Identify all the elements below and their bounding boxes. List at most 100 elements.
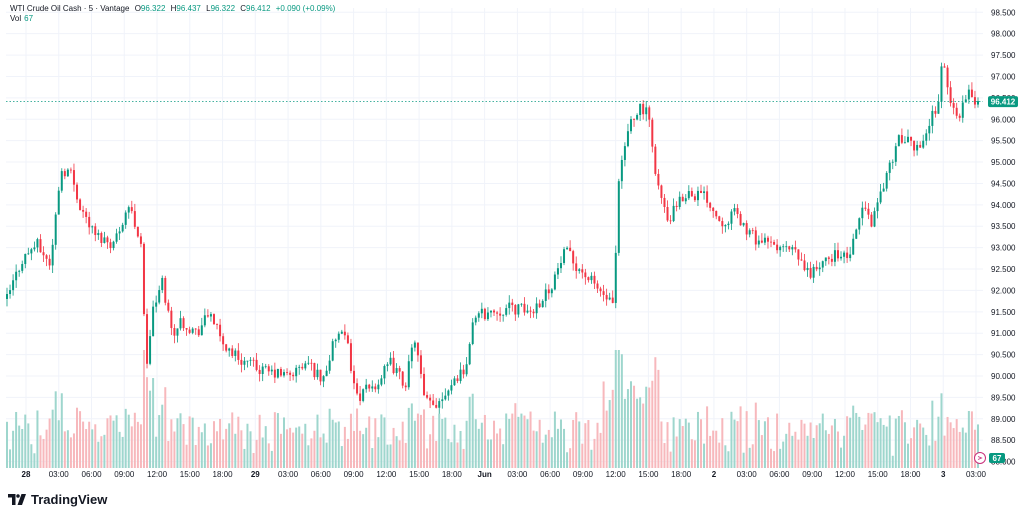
candle: [526, 304, 529, 314]
volume-bar: [550, 437, 553, 468]
candle: [337, 331, 340, 343]
volume-bar: [471, 393, 474, 468]
volume-bar: [371, 448, 374, 468]
volume-bar: [54, 391, 57, 468]
volume-bar: [541, 442, 544, 468]
volume-bar: [149, 390, 152, 468]
volume-bar: [800, 419, 803, 468]
x-tick-label: 15:00: [180, 470, 201, 479]
volume-bar: [596, 422, 599, 468]
volume-bar: [66, 430, 69, 468]
candle: [623, 142, 626, 167]
candle: [30, 247, 33, 261]
candle: [453, 376, 456, 386]
volume-bar: [334, 422, 337, 468]
volume-bar: [949, 422, 952, 468]
volume-bar: [687, 422, 690, 468]
volume-bar: [830, 425, 833, 468]
candle: [258, 365, 261, 382]
candle: [459, 362, 462, 384]
candle: [237, 343, 240, 365]
volume-bar: [365, 427, 368, 468]
volume-bar: [432, 415, 435, 468]
volume-bar: [581, 443, 584, 468]
candle: [69, 167, 72, 174]
x-tick-label: 18:00: [442, 470, 463, 479]
candle: [748, 228, 751, 238]
volume-bar: [733, 419, 736, 468]
tradingview-brand[interactable]: TradingView: [8, 489, 107, 509]
price-axis[interactable]: 98.50098.00097.50097.00096.50096.00095.5…: [991, 8, 1016, 466]
reset-scale-icon[interactable]: [974, 452, 986, 464]
candle: [331, 338, 334, 362]
candle: [325, 365, 328, 377]
candle: [371, 380, 374, 392]
candle: [276, 368, 279, 379]
last-price-label: 96.412: [991, 98, 1016, 107]
volume-bar: [127, 414, 130, 468]
candle: [575, 256, 578, 279]
volume-bar: [693, 440, 696, 468]
candle: [730, 209, 733, 230]
candle: [334, 338, 337, 348]
volume-bar: [313, 430, 316, 468]
candle: [176, 328, 179, 343]
volume-bar: [158, 415, 161, 468]
volume-bar: [973, 429, 976, 468]
candle: [739, 211, 742, 226]
candle: [203, 308, 206, 328]
y-tick-label: 91.500: [991, 308, 1016, 317]
high-value: 96.437: [176, 4, 201, 13]
volume-bar: [267, 443, 270, 468]
volume-bar: [867, 412, 870, 468]
candle: [745, 220, 748, 241]
candle: [502, 314, 505, 322]
candle: [849, 246, 852, 262]
candle: [322, 375, 325, 388]
y-tick-label: 98.500: [991, 8, 1016, 17]
volume-bar: [952, 428, 955, 468]
volume-bar: [922, 427, 925, 468]
candle: [462, 364, 465, 379]
volume-bar: [447, 438, 450, 468]
candle: [286, 368, 289, 376]
candle: [620, 155, 623, 189]
candle: [173, 324, 176, 344]
candle: [130, 200, 133, 214]
volume-bar: [435, 440, 438, 468]
volume-bar: [270, 450, 273, 468]
candle: [106, 235, 109, 249]
symbol-title[interactable]: WTI Crude Oil Cash · 5 · Vantage: [10, 4, 130, 13]
volume-bar: [770, 448, 773, 468]
candle: [821, 260, 824, 273]
volume-bar: [730, 411, 733, 468]
volume-bar: [818, 423, 821, 468]
candle: [669, 215, 672, 225]
volume-label[interactable]: Vol: [10, 14, 22, 23]
volume-bar: [246, 423, 249, 468]
candle: [167, 299, 170, 313]
x-tick-label: 12:00: [147, 470, 168, 479]
volume-bar: [958, 431, 961, 468]
candle: [91, 225, 94, 234]
volume-value: 67: [24, 14, 34, 23]
volume-bar: [651, 380, 654, 468]
volume-bar: [766, 417, 769, 468]
volume-bar: [575, 412, 578, 468]
volume-bar: [94, 424, 97, 468]
volume-bar: [82, 421, 85, 468]
volume-bar: [563, 428, 566, 468]
volume-bar: [885, 426, 888, 468]
volume-bar: [718, 442, 721, 468]
time-axis[interactable]: 28 03:00 06:00 09:00 12:00 15:00 18:00 29 03:00 0…: [22, 470, 987, 479]
candle: [155, 295, 158, 313]
candle: [766, 235, 769, 249]
volume-legend: Vol 67: [10, 13, 33, 25]
volume-bar: [559, 419, 562, 468]
candle: [846, 246, 849, 263]
volume-bar: [645, 386, 648, 468]
candle: [243, 357, 246, 371]
candle: [693, 193, 696, 203]
volume-bar: [556, 428, 559, 468]
